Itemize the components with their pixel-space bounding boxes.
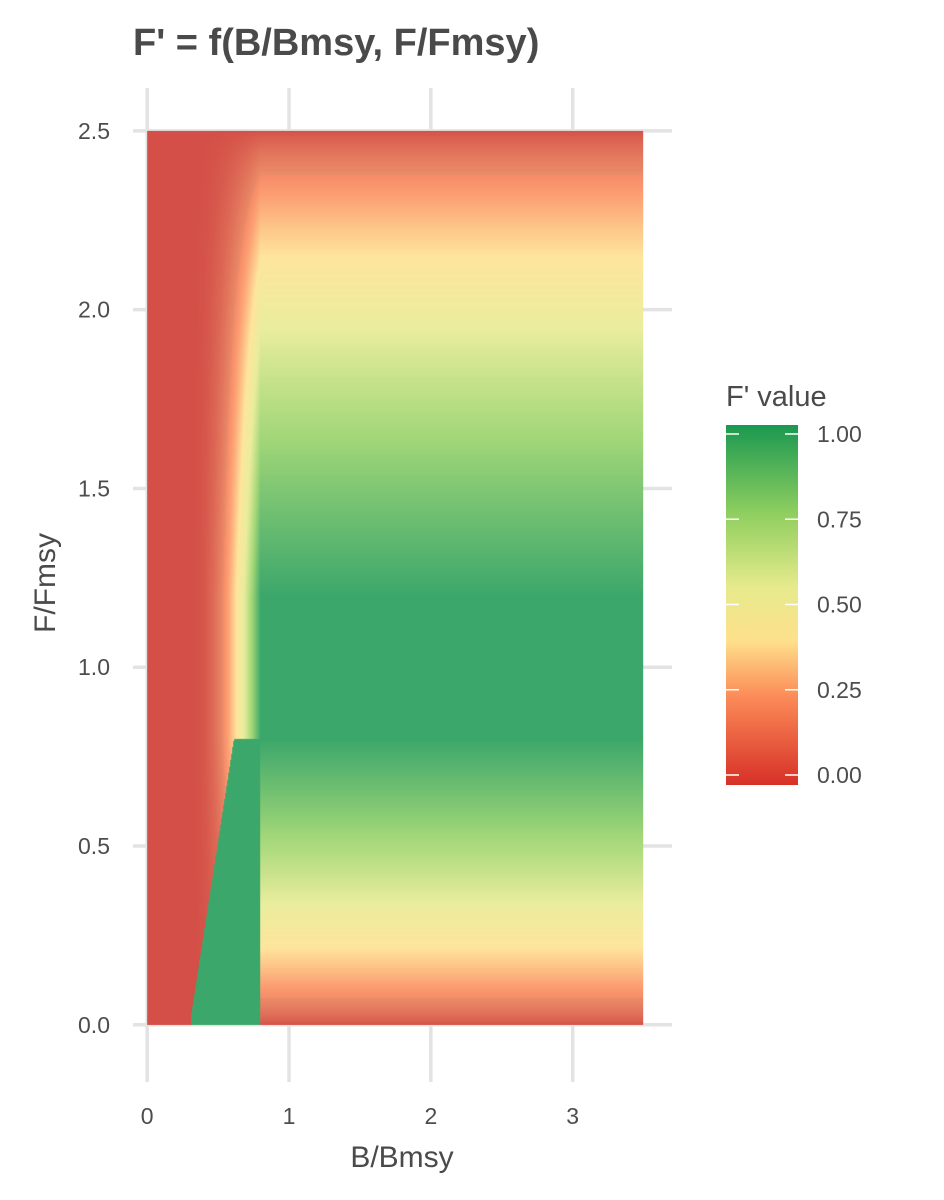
y-tick-label: 1.5 bbox=[78, 475, 110, 501]
y-axis: 0.0 0.5 1.0 1.5 2.0 2.5 bbox=[78, 118, 110, 1038]
legend-tick-label: 0.50 bbox=[817, 592, 862, 618]
legend-tick-label: 1.00 bbox=[817, 421, 862, 447]
x-axis: 0 1 2 3 bbox=[141, 1103, 579, 1129]
legend-title: F' value bbox=[726, 381, 827, 413]
legend-tick-label: 0.75 bbox=[817, 506, 862, 532]
chart-title: F' = f(B/Bmsy, F/Fmsy) bbox=[133, 22, 539, 64]
y-tick-label: 2.0 bbox=[78, 297, 110, 323]
heatmap-raster bbox=[147, 130, 644, 1025]
x-tick-label: 2 bbox=[424, 1103, 437, 1129]
x-tick-label: 0 bbox=[141, 1103, 154, 1129]
x-axis-title: B/Bmsy bbox=[350, 1141, 453, 1174]
y-tick-label: 0.5 bbox=[78, 833, 110, 859]
legend-tick-label: 0.25 bbox=[817, 677, 862, 703]
legend-ticks: 0.00 0.25 0.50 0.75 1.00 bbox=[726, 421, 862, 788]
y-axis-title: F/Fmsy bbox=[29, 533, 62, 633]
y-tick-label: 2.5 bbox=[78, 118, 110, 144]
x-tick-label: 1 bbox=[283, 1103, 296, 1129]
x-tick-label: 3 bbox=[566, 1103, 579, 1129]
y-tick-label: 1.0 bbox=[78, 654, 110, 680]
heatmap bbox=[147, 130, 644, 1025]
legend-tick-label: 0.00 bbox=[817, 762, 862, 788]
y-tick-label: 0.0 bbox=[78, 1012, 110, 1038]
legend: F' value 0.00 0.25 0.50 0.75 1.00 bbox=[726, 381, 862, 788]
